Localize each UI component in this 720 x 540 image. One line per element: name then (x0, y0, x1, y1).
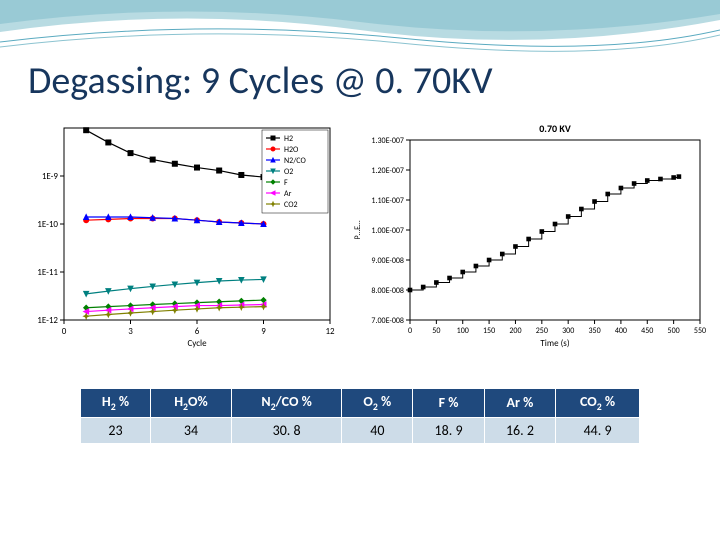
table-cell: 23 (81, 417, 151, 443)
svg-text:9.00E-008: 9.00E-008 (371, 256, 404, 266)
svg-text:400: 400 (615, 326, 627, 336)
svg-text:P…E…: P…E… (353, 220, 363, 240)
svg-text:100: 100 (457, 326, 469, 336)
table-cell: 34 (150, 417, 231, 443)
svg-text:Time (s): Time (s) (540, 338, 569, 349)
svg-text:0.70 KV: 0.70 KV (539, 122, 571, 135)
svg-text:7.00E-008: 7.00E-008 (371, 316, 404, 326)
table-header-row: H2 %H2O%N2/CO %O2 %F %Ar %CO2 % (81, 389, 640, 418)
svg-text:8.00E-008: 8.00E-008 (371, 286, 404, 296)
svg-text:1E-11: 1E-11 (37, 267, 58, 278)
table-body: 233430. 84018. 916. 244. 9 (81, 417, 640, 443)
svg-text:150: 150 (483, 326, 495, 336)
svg-text:N2/CO: N2/CO (284, 156, 307, 166)
table-row: 233430. 84018. 916. 244. 9 (81, 417, 640, 443)
svg-text:1.10E-007: 1.10E-007 (371, 196, 404, 206)
table-cell: 40 (342, 417, 413, 443)
gas-percent-table: H2 %H2O%N2/CO %O2 %F %Ar %CO2 % 233430. … (80, 388, 640, 444)
table-header-cell: N2/CO % (231, 389, 341, 418)
svg-text:350: 350 (588, 326, 600, 336)
table-header-cell: Ar % (484, 389, 555, 418)
svg-text:50: 50 (432, 326, 440, 336)
table-header-cell: H2O% (150, 389, 231, 418)
svg-text:550: 550 (694, 326, 706, 336)
left-chart: 0 3 6 9 12 Cycle 1E-9 1E-10 1E-11 1E-12 H2H2ON2/CO… (18, 120, 338, 355)
svg-text:H2O: H2O (284, 145, 299, 155)
svg-text:6: 6 (195, 326, 200, 337)
svg-text:3: 3 (128, 326, 133, 337)
charts-row: 0 3 6 9 12 Cycle 1E-9 1E-10 1E-11 1E-12 H2H2ON2/CO… (18, 120, 708, 355)
svg-text:1E-10: 1E-10 (37, 219, 58, 230)
table-header-cell: F % (413, 389, 484, 418)
svg-text:9: 9 (261, 326, 266, 337)
svg-text:F: F (284, 178, 288, 188)
table-cell: 30. 8 (231, 417, 341, 443)
svg-text:O2: O2 (284, 167, 293, 177)
svg-text:450: 450 (641, 326, 653, 336)
svg-text:500: 500 (668, 326, 680, 336)
svg-text:Ar: Ar (284, 189, 292, 199)
svg-text:CO2: CO2 (284, 200, 298, 210)
table-cell: 44. 9 (556, 417, 640, 443)
svg-text:1.20E-007: 1.20E-007 (371, 166, 404, 176)
svg-text:0: 0 (62, 326, 67, 337)
svg-text:300: 300 (562, 326, 574, 336)
table-cell: 16. 2 (484, 417, 555, 443)
svg-text:1E-12: 1E-12 (37, 315, 58, 326)
slide-title: Degassing: 9 Cycles @ 0. 70KV (28, 58, 493, 104)
svg-text:H2: H2 (284, 134, 293, 144)
svg-text:250: 250 (536, 326, 548, 336)
svg-text:1E-9: 1E-9 (42, 171, 59, 182)
svg-text:0: 0 (408, 326, 412, 336)
svg-text:200: 200 (509, 326, 521, 336)
svg-text:Cycle: Cycle (187, 338, 207, 349)
svg-text:1.30E-007: 1.30E-007 (371, 136, 404, 146)
svg-text:1.00E-007: 1.00E-007 (371, 226, 404, 236)
svg-text:12: 12 (325, 326, 335, 337)
table-header-cell: O2 % (342, 389, 413, 418)
table-header-cell: CO2 % (556, 389, 640, 418)
table-header-cell: H2 % (81, 389, 151, 418)
table-cell: 18. 9 (413, 417, 484, 443)
right-chart: 0.70 KV 0 50 100 150 200 250 300 350 400 450 500 550… (348, 120, 708, 355)
